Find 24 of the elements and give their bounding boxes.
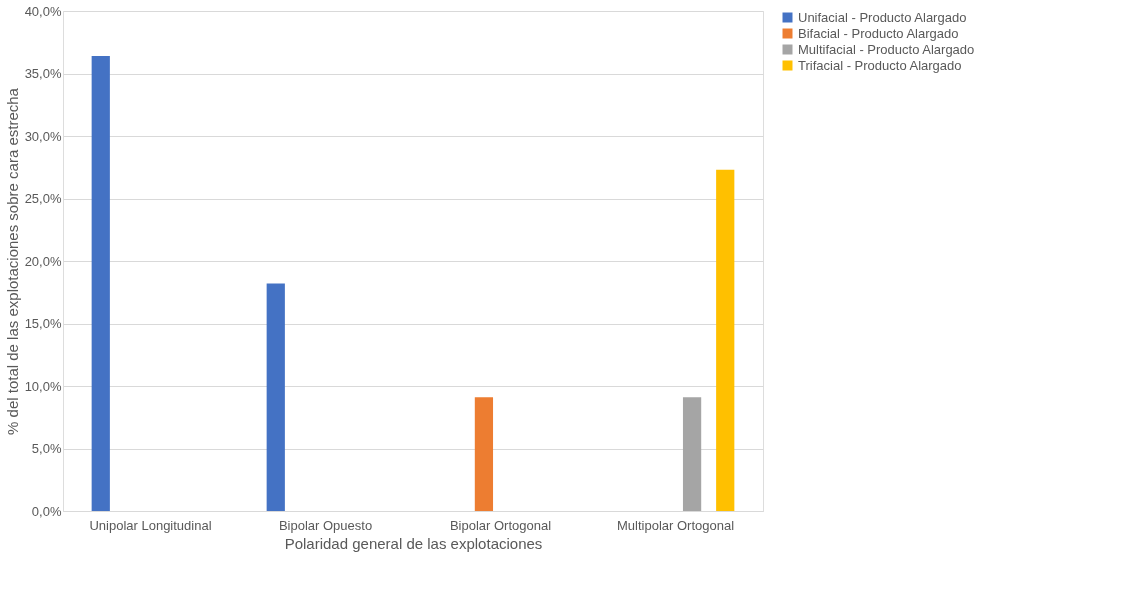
legend-label: Unifacial - Producto Alargado	[798, 9, 967, 25]
bar	[266, 283, 285, 511]
legend-label: Trifacial - Producto Alargado	[798, 57, 962, 73]
legend-label: Multifacial - Producto Alargado	[798, 41, 975, 57]
x-tick-label: Unipolar Longitudinal	[89, 517, 212, 533]
y-tick-label: 40,0%	[24, 3, 62, 19]
y-tick-label: 5,0%	[31, 441, 62, 456]
y-tick-label: 20,0%	[24, 253, 62, 269]
x-tick-label: Bipolar Ortogonal	[449, 517, 552, 533]
y-tick-label: 30,0%	[24, 128, 62, 144]
bar	[682, 397, 702, 511]
bar	[474, 397, 494, 511]
bar	[716, 169, 735, 511]
y-tick-label: 10,0%	[24, 378, 62, 394]
legend-label: Bifacial - Producto Alargado	[798, 25, 959, 41]
bar	[91, 56, 110, 511]
y-tick-label: 15,0%	[24, 316, 62, 331]
x-axis-title: Polaridad general de las explotaciones	[284, 534, 543, 552]
y-tick-label: 0,0%	[31, 503, 62, 519]
x-tick-label: Multipolar Ortogonal	[616, 517, 735, 533]
y-tick-label: 35,0%	[24, 66, 62, 81]
y-tick-label: 25,0%	[24, 191, 62, 206]
x-tick-label: Bipolar Opuesto	[278, 517, 373, 533]
y-axis-title: % del total de las explotaciones sobre cara estrecha	[3, 87, 21, 435]
